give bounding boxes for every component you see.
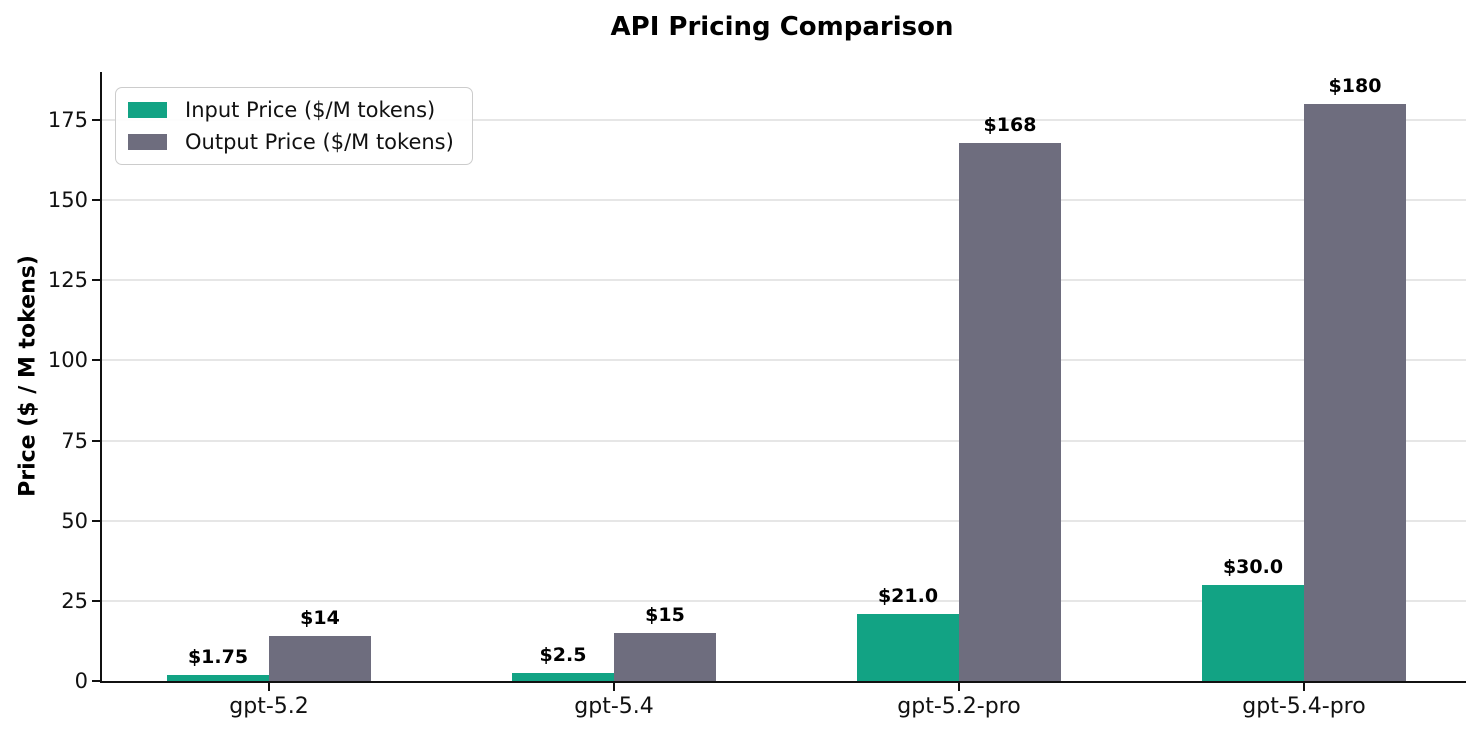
bar-output-gpt-5.2 [269, 636, 371, 681]
x-tick-label: gpt-5.4-pro [1242, 694, 1366, 719]
y-tick-label: 100 [47, 348, 88, 373]
bar-value-label: $15 [645, 603, 685, 626]
bar-output-gpt-5.4-pro [1304, 104, 1406, 681]
input-price-swatch-icon [128, 102, 167, 118]
y-tick-mark [92, 439, 100, 442]
bar-value-label: $168 [983, 113, 1037, 136]
bar-output-gpt-5.2-pro [959, 142, 1061, 681]
y-tick-mark [92, 279, 100, 282]
y-tick-label: 150 [47, 188, 88, 213]
gridline-175 [102, 119, 1466, 122]
gridline-25 [102, 599, 1466, 602]
y-tick-mark [92, 519, 100, 522]
bar-value-label: $21.0 [877, 584, 939, 607]
bar-input-gpt-5.4 [512, 673, 614, 681]
plot-area: Input Price ($/M tokens) Output Price ($… [48, 72, 1466, 719]
legend-item-output: Output Price ($/M tokens) [128, 130, 454, 154]
bar-input-gpt-5.2 [167, 675, 269, 681]
y-tick-label: 175 [47, 108, 88, 133]
legend: Input Price ($/M tokens) Output Price ($… [115, 87, 473, 165]
legend-label-input: Input Price ($/M tokens) [185, 98, 436, 122]
x-tick-label: gpt-5.4 [574, 694, 654, 719]
y-tick-mark [92, 599, 100, 602]
y-tick-mark [92, 199, 100, 202]
bar-output-gpt-5.4 [614, 632, 716, 681]
bar-input-gpt-5.4-pro [1202, 584, 1304, 681]
y-tick-label: 50 [61, 508, 88, 533]
y-tick-mark [92, 359, 100, 362]
y-tick-label: 0 [74, 669, 88, 693]
y-tick-mark [92, 119, 100, 122]
x-tick-label: gpt-5.2-pro [897, 694, 1021, 719]
x-tick-mark [958, 683, 960, 691]
y-tick-label: 25 [61, 588, 88, 613]
y-tick-label: 75 [61, 428, 88, 453]
bar-value-label: $1.75 [187, 646, 249, 669]
y-axis-title: Price ($ / M tokens) [15, 255, 41, 497]
gridline-150 [102, 199, 1466, 202]
x-tick-mark [613, 683, 615, 691]
bar-value-label: $14 [300, 607, 340, 630]
gridline-125 [102, 279, 1466, 282]
x-tick-mark [268, 683, 270, 691]
y-tick-label: 125 [47, 268, 88, 293]
chart-title: API Pricing Comparison [610, 12, 954, 42]
gridline-50 [102, 519, 1466, 522]
gridline-100 [102, 359, 1466, 362]
x-tick-label: gpt-5.2 [229, 694, 309, 719]
x-tick-mark [1303, 683, 1305, 691]
output-price-swatch-icon [128, 134, 167, 150]
bar-value-label: $180 [1328, 75, 1382, 98]
bar-value-label: $30.0 [1222, 555, 1284, 578]
legend-item-input: Input Price ($/M tokens) [128, 98, 454, 122]
gridline-75 [102, 439, 1466, 442]
bar-value-label: $2.5 [539, 644, 587, 666]
legend-label-output: Output Price ($/M tokens) [185, 130, 454, 154]
bar-input-gpt-5.2-pro [857, 613, 959, 681]
y-tick-mark [92, 680, 100, 682]
